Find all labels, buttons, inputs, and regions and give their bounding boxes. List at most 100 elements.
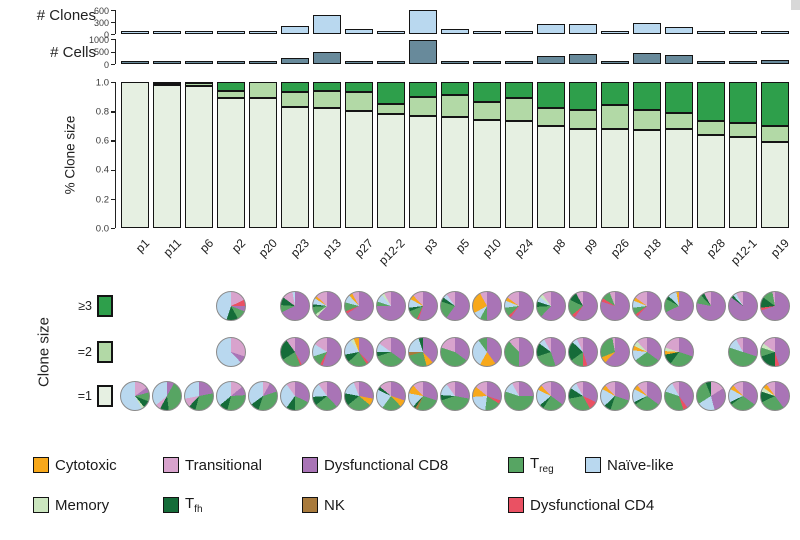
stacked-bar-segment (441, 82, 469, 96)
cells-bar (121, 61, 149, 64)
stacked-bar-segment (505, 82, 533, 99)
clones-bar (217, 31, 245, 34)
stacked-bar-segment (281, 92, 309, 107)
stacked-bar-segment (377, 82, 405, 104)
stacked-bar-segment (665, 82, 693, 113)
pie-chart (408, 337, 438, 367)
y-axis-tick (111, 140, 115, 142)
legend-item: NK (302, 496, 345, 514)
stacked-bar-segment (217, 98, 245, 228)
stacked-bar-segment (281, 82, 309, 93)
clone-size-row-swatch (97, 295, 113, 317)
pie-chart (280, 337, 310, 367)
pie-chart (760, 291, 790, 321)
cells-bar (345, 60, 373, 64)
clones-bar (377, 31, 405, 34)
stacked-bar-segment (729, 82, 757, 123)
stacked-bar-segment (569, 82, 597, 110)
stacked-bar-segment (345, 111, 373, 228)
cells-bar (761, 60, 789, 64)
cells-bar (729, 61, 757, 64)
pie-chart (504, 337, 534, 367)
legend-item: Cytotoxic (33, 456, 117, 474)
legend-swatch (585, 457, 601, 473)
legend-swatch (33, 497, 49, 513)
cells-bar (185, 61, 213, 64)
pie-chart (312, 381, 342, 411)
legend-swatch (163, 457, 179, 473)
percent-clone-size-axis-title: % Clone size (62, 115, 78, 195)
clones-bar (313, 14, 341, 34)
stacked-bar-segment (217, 90, 245, 99)
legend-label: Naïve-like (607, 456, 674, 474)
y-tick-label: 600 (93, 5, 109, 16)
clones-axis-title: # Clones (36, 7, 96, 24)
legend-label: Tfh (185, 495, 203, 515)
pie-chart (408, 381, 438, 411)
y-axis-tick (111, 64, 115, 66)
legend-item: Dysfunctional CD4 (508, 496, 654, 514)
stacked-bar-segment (153, 84, 181, 228)
stacked-bar-segment (409, 115, 437, 228)
stacked-bar-segment (473, 119, 501, 228)
clones-bar (473, 31, 501, 34)
stacked-bar-segment (697, 82, 725, 122)
pie-chart (760, 337, 790, 367)
cells-bar (153, 61, 181, 64)
stacked-bar-segment (409, 96, 437, 116)
clones-bar (537, 24, 565, 34)
pie-chart (568, 337, 598, 367)
cells-bar (377, 61, 405, 64)
legend-swatch (33, 457, 49, 473)
y-axis-tick (111, 111, 115, 113)
y-tick-label: 0.4 (95, 164, 109, 176)
x-tick-label: p28 (703, 236, 728, 261)
x-tick-label: p8 (548, 236, 568, 256)
x-tick-label: p5 (452, 236, 472, 256)
y-tick-label: 0.8 (95, 106, 109, 118)
y-axis-tick (111, 10, 115, 12)
pie-chart (632, 291, 662, 321)
clones-bar (345, 29, 373, 34)
pie-chart (664, 291, 694, 321)
stacked-bar-segment (601, 105, 629, 129)
y-tick-label: 0 (103, 59, 109, 70)
x-tick-label: p10 (479, 236, 504, 261)
stacked-bar-segment (569, 109, 597, 129)
stacked-bar-segment (761, 125, 789, 142)
clones-bar (569, 24, 597, 34)
legend-label: Dysfunctional CD8 (324, 456, 449, 474)
stacked-bar-segment (441, 117, 469, 228)
stacked-bar-segment (633, 109, 661, 131)
stacked-bar-segment (761, 82, 789, 126)
y-axis-tick (111, 82, 115, 84)
legend-swatch (302, 457, 318, 473)
clone-size-axis-title: Clone size (35, 316, 53, 388)
pie-chart (728, 337, 758, 367)
y-tick-label: 1000 (88, 34, 109, 45)
x-tick-label: p12-2 (376, 236, 408, 268)
clones-bar (121, 31, 149, 34)
y-axis-tick (111, 198, 115, 201)
stacked-bar-segment (665, 128, 693, 228)
x-tick-label: p11 (160, 236, 184, 260)
pie-chart (728, 291, 758, 321)
clones-bar (633, 22, 661, 34)
pie-chart (120, 381, 150, 411)
clones-bar (249, 31, 277, 34)
stacked-bar-segment (761, 141, 789, 228)
y-axis-tick (111, 22, 115, 24)
stacked-bar-segment (121, 82, 149, 228)
pie-chart (664, 381, 694, 411)
cells-bar (697, 61, 725, 64)
pie-chart (696, 381, 726, 411)
stacked-bar-segment (217, 82, 245, 91)
pie-chart (440, 381, 470, 411)
cells-bar (505, 61, 533, 64)
pie-chart (632, 337, 662, 367)
y-tick-label: 300 (93, 17, 109, 28)
y-tick-label: 0.6 (95, 135, 109, 147)
pie-chart (184, 381, 214, 411)
x-tick-label: p4 (676, 236, 696, 256)
stacked-bar-segment (185, 82, 213, 84)
